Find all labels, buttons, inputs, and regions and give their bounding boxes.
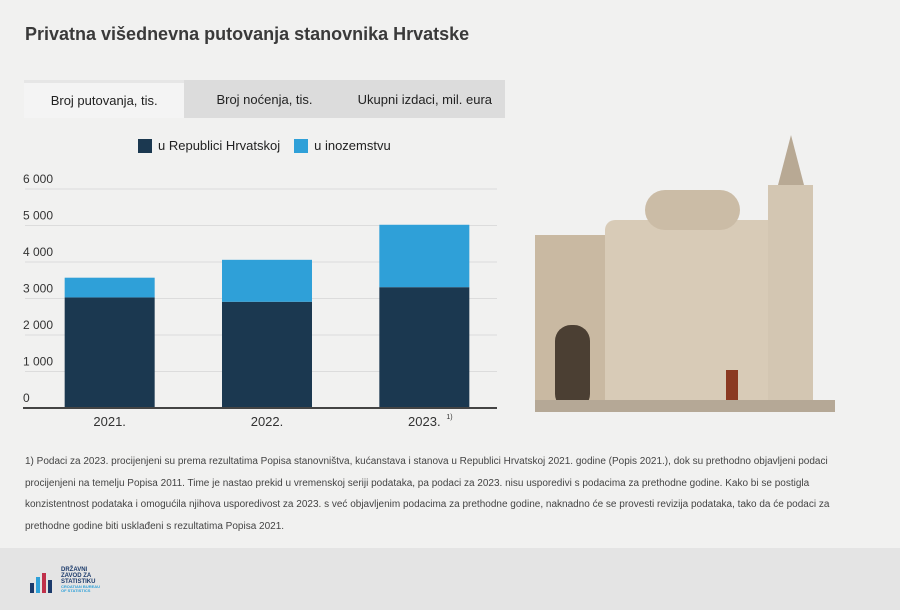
y-tick-label: 5 000 bbox=[23, 209, 53, 223]
bar-chart: 0 1 000 2 000 3 000 4 000 5 000 6 000 2021. 2022… bbox=[23, 172, 497, 429]
logo-text: STATISTIKU bbox=[61, 579, 96, 585]
legend-item-abroad[interactable]: u inozemstvu bbox=[294, 138, 391, 153]
y-tick-label: 1 000 bbox=[23, 355, 53, 369]
chart-legend: u Republici Hrvatskoj u inozemstvu bbox=[138, 138, 391, 153]
church-image bbox=[535, 135, 835, 412]
x-tick-label: 2022. bbox=[251, 414, 284, 429]
tab-broj-putovanja[interactable]: Broj putovanja, tis. bbox=[24, 80, 185, 118]
legend-swatch bbox=[294, 138, 309, 153]
dzs-logo[interactable]: DRŽAVNI ZAVOD ZA STATISTIKU CROATIAN BUR… bbox=[30, 567, 100, 593]
x-tick-superscript: 1) bbox=[446, 414, 452, 421]
y-tick-label: 6 000 bbox=[23, 172, 53, 186]
y-tick-label: 0 bbox=[23, 391, 30, 405]
tab-ukupni-izdaci[interactable]: Ukupni izdaci, mil. eura bbox=[357, 91, 493, 107]
bar-abroad bbox=[379, 224, 470, 288]
legend-label: u inozemstvu bbox=[314, 138, 391, 153]
tab-broj-nocenja[interactable]: Broj noćenja, tis. bbox=[216, 91, 313, 107]
tab-bar: Broj putovanja, tis. Broj noćenja, tis. … bbox=[24, 80, 505, 118]
logo-text: CROATIAN BUREAU bbox=[61, 584, 101, 589]
bar-domestic bbox=[64, 297, 155, 408]
logo-text: ZAVOD ZA bbox=[61, 573, 92, 579]
bar-domestic bbox=[379, 287, 470, 408]
bar-abroad bbox=[222, 259, 312, 302]
bar-abroad bbox=[64, 277, 155, 298]
logo-bars-icon bbox=[30, 573, 52, 593]
page-title: Privatna višednevna putovanja stanovnika… bbox=[25, 24, 470, 44]
legend-swatch bbox=[138, 138, 152, 153]
y-tick-label: 4 000 bbox=[23, 245, 53, 259]
x-tick-label: 2023. bbox=[408, 414, 441, 429]
legend-item-domestic[interactable]: u Republici Hrvatskoj bbox=[138, 138, 280, 153]
footer-band bbox=[0, 548, 900, 610]
y-tick-label: 3 000 bbox=[23, 282, 53, 296]
x-tick-label: 2021. bbox=[93, 414, 126, 429]
logo-text: DRŽAVNI bbox=[61, 567, 88, 573]
y-tick-label: 2 000 bbox=[23, 318, 53, 332]
footnote: 1) Podaci za 2023. procijenjeni su prema… bbox=[25, 456, 830, 532]
bar-domestic bbox=[222, 301, 312, 408]
logo-text: OF STATISTICS bbox=[61, 588, 91, 593]
legend-label: u Republici Hrvatskoj bbox=[158, 138, 281, 153]
